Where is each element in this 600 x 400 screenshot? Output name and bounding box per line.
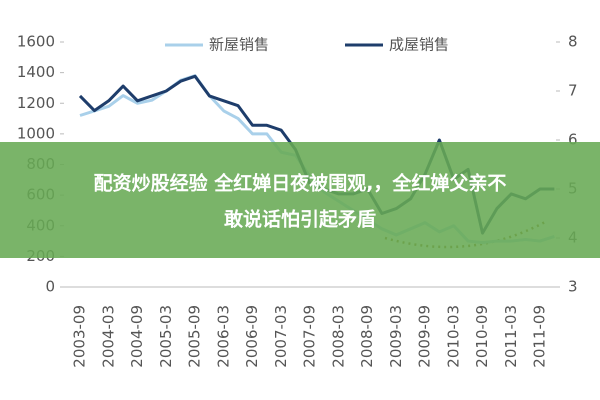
x-tick-label: 2007-03 — [272, 305, 290, 368]
x-tick-label: 2006-03 — [214, 305, 232, 368]
y2-tick-label: 7 — [568, 82, 578, 100]
x-tick-label: 2004-03 — [99, 305, 117, 368]
legend-label: 新屋销售 — [209, 36, 269, 54]
y2-tick-label: 6 — [568, 131, 578, 149]
banner-text: 配资炒股经验 全红婵日夜被围观,，全红婵父亲不 — [94, 172, 507, 195]
x-tick-label: 2011-03 — [502, 305, 520, 368]
x-tick-label: 2009-09 — [416, 305, 434, 368]
y2-tick-label: 8 — [568, 33, 578, 51]
x-tick-label: 2006-09 — [243, 305, 261, 368]
banner-text: 敢说话怕引起矛盾 — [224, 208, 376, 231]
x-tick-label: 2010-03 — [444, 305, 462, 368]
y2-tick-label: 3 — [568, 278, 578, 296]
x-tick-label: 2004-09 — [128, 305, 146, 368]
x-tick-label: 2010-09 — [473, 305, 491, 368]
legend-label: 成屋销售 — [389, 36, 449, 54]
x-tick-label: 2003-09 — [71, 305, 89, 368]
y-tick-label: 1600 — [17, 33, 55, 51]
y-tick-label: 0 — [45, 278, 55, 296]
x-tick-label: 2005-09 — [186, 305, 204, 368]
y-tick-label: 1000 — [17, 124, 55, 142]
x-tick-label: 2005-03 — [157, 305, 175, 368]
x-tick-label: 2008-03 — [329, 305, 347, 368]
x-tick-label: 2007-09 — [301, 305, 319, 368]
banner — [0, 142, 600, 258]
y-tick-label: 1400 — [17, 63, 55, 81]
x-tick-label: 2009-03 — [387, 305, 405, 368]
y-tick-label: 1200 — [17, 94, 55, 112]
x-tick-label: 2008-09 — [358, 305, 376, 368]
x-tick-label: 2011-09 — [531, 305, 549, 368]
